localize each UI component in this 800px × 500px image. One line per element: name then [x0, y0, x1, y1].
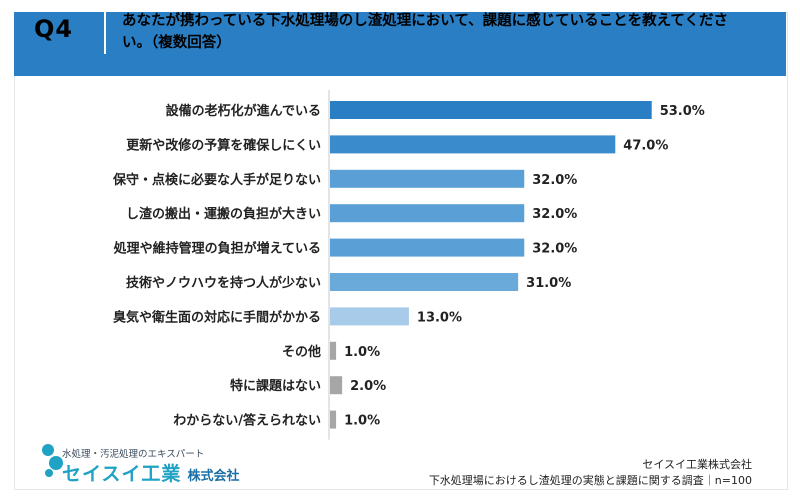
bar — [330, 307, 409, 326]
category-label: その他 — [282, 344, 321, 360]
value-label: 32.0% — [532, 242, 577, 257]
bar — [330, 376, 343, 395]
value-label: 13.0% — [417, 310, 462, 325]
bar — [330, 238, 525, 257]
value-label: 53.0% — [660, 104, 705, 119]
value-label: 32.0% — [532, 207, 577, 222]
category-label: 保守・点検に必要な人手が足りない — [112, 172, 321, 188]
category-label: 設備の老朽化が進んでいる — [166, 103, 321, 119]
value-label: 2.0% — [350, 379, 386, 394]
value-label: 1.0% — [344, 345, 380, 360]
category-label: し渣の搬出・運搬の負担が大きい — [126, 206, 321, 222]
category-label: 更新や改修の予算を確保しにくい — [126, 137, 321, 153]
logo-company-suffix: 株式会社 — [187, 469, 240, 484]
bar — [330, 341, 337, 360]
bar — [330, 273, 519, 291]
bar — [330, 101, 652, 119]
bar — [330, 169, 525, 188]
source-company: セイスイ工業株式会社 — [642, 458, 752, 471]
category-label: 特に課題はない — [230, 378, 321, 394]
bar — [330, 204, 525, 223]
bar — [330, 135, 616, 154]
category-label: わからない/答えられない — [173, 413, 321, 429]
question-number: Q4 — [34, 15, 74, 43]
category-label: 処理や維持管理の負担が増えている — [113, 241, 321, 257]
company-logo-icon — [42, 444, 63, 477]
logo-name: セイスイ工業 株式会社 — [62, 459, 239, 486]
bar — [330, 410, 337, 429]
value-label: 31.0% — [526, 276, 571, 291]
logo-company-name: セイスイ工業 — [62, 463, 182, 485]
header-divider — [104, 12, 106, 54]
question-header — [14, 12, 786, 76]
category-label: 技術やノウハウを持つ人が少ない — [126, 275, 321, 291]
value-label: 1.0% — [344, 414, 380, 429]
category-label: 臭気や衛生面の対応に手間がかかる — [113, 309, 321, 325]
source-survey: 下水処理場におけるし渣処理の実態と課題に関する調査｜n=100 — [428, 474, 752, 487]
value-label: 32.0% — [532, 173, 577, 188]
logo-tagline: 水処理・汚泥処理のエキスパート — [62, 449, 205, 460]
question-text: あなたが携わっている下水処理場のし渣処理において、課題に感じていることを教えてく… — [122, 13, 728, 51]
value-label: 47.0% — [623, 138, 668, 153]
